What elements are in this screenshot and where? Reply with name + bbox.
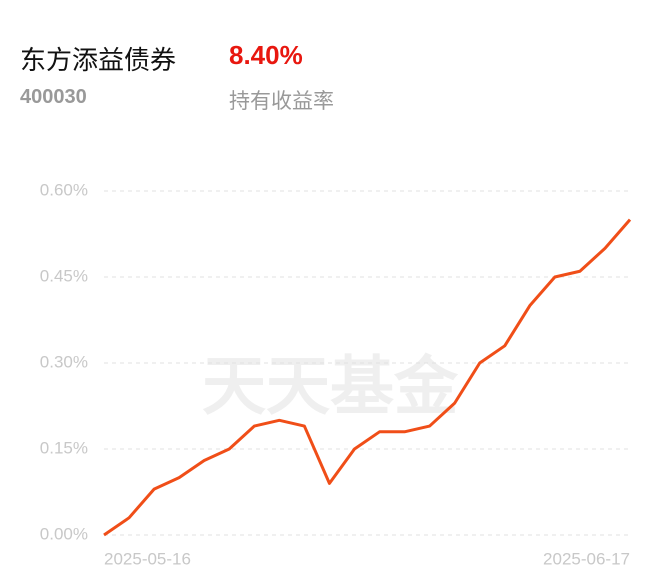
x-tick-label: 2025-05-16 xyxy=(104,549,191,568)
line xyxy=(103,218,632,537)
y-tick-label: 0.15% xyxy=(40,438,88,457)
y-tick-label: 0.30% xyxy=(40,352,88,371)
x-tick-label: 2025-06-17 xyxy=(543,549,630,568)
y-tick-label: 0.45% xyxy=(40,266,88,285)
return-label: 持有收益率 xyxy=(229,89,334,113)
watermark: 天天基金 xyxy=(202,350,459,425)
y-tick-label: 0.00% xyxy=(40,524,88,543)
fund-return: 8.40% xyxy=(229,40,303,70)
fund-name: 东方添益债券 xyxy=(20,46,177,76)
y-tick-label: 0.60% xyxy=(40,180,88,199)
fund-code: 400030 xyxy=(20,86,87,108)
